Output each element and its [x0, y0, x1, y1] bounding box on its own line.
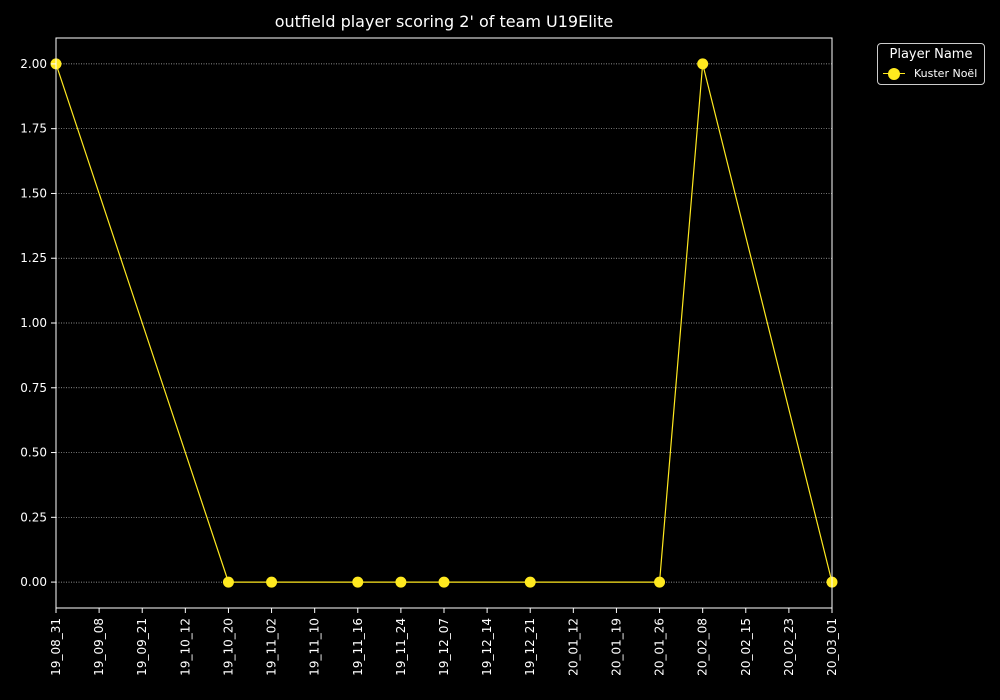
data-point: [524, 576, 536, 588]
x-tick-label: 19_11_10: [308, 618, 322, 676]
y-tick-label: 0.75: [20, 381, 47, 395]
y-tick-label: 1.00: [20, 316, 47, 330]
series-points: [50, 58, 838, 588]
y-tick-label: 0.50: [20, 446, 47, 460]
x-tick-label: 19_11_24: [394, 618, 408, 676]
x-tick-label: 19_12_14: [480, 618, 494, 676]
y-tick-label: 0.00: [20, 575, 47, 589]
data-point: [222, 576, 234, 588]
x-tick-label: 20_01_12: [566, 618, 580, 676]
legend-title: Player Name: [889, 47, 973, 62]
x-tick-label: 20_02_23: [782, 618, 796, 676]
x-tick-label: 20_02_15: [739, 618, 753, 676]
legend-entry: Kuster Noël: [880, 66, 982, 82]
y-tick-label: 1.75: [20, 122, 47, 136]
data-point: [438, 576, 450, 588]
x-tick-label: 19_12_07: [437, 618, 451, 676]
x-tick-label: 20_02_08: [696, 618, 710, 676]
chart-title: outfield player scoring 2' of team U19El…: [274, 12, 614, 31]
x-tick-label: 20_03_01: [825, 618, 839, 676]
y-tick-label: 2.00: [20, 57, 47, 71]
data-point: [697, 58, 709, 70]
legend-label: Kuster Noël: [914, 67, 978, 80]
data-point: [352, 576, 364, 588]
y-tick-label: 0.25: [20, 510, 47, 524]
x-tick-label: 19_10_20: [221, 618, 235, 676]
x-tick-label: 20_01_19: [609, 618, 623, 676]
y-tick-label: 1.50: [20, 186, 47, 200]
y-axis: 0.00 0.25 0.50 0.75 1.00 1.25 1.50 1.75 2.00: [20, 57, 56, 589]
x-tick-label: 19_10_12: [178, 618, 192, 676]
x-tick-label: 19_11_16: [351, 618, 365, 676]
x-tick-label: 20_01_26: [653, 618, 667, 676]
series-line: [55, 63, 833, 583]
x-tick-label: 19_11_02: [265, 618, 279, 676]
grid-lines: [56, 63, 832, 583]
legend: Player Name Kuster Noël: [877, 43, 985, 85]
data-point: [654, 576, 666, 588]
x-tick-label: 19_09_08: [92, 618, 106, 676]
x-tick-label: 19_12_21: [523, 618, 537, 676]
y-tick-label: 1.25: [20, 251, 47, 265]
data-point: [266, 576, 278, 588]
x-axis: 19_08_31 19_09_08 19_09_21 19_10_12 19_10_20…: [49, 608, 839, 676]
series-lines: [55, 63, 833, 583]
x-tick-label: 19_09_21: [135, 618, 149, 676]
data-point: [395, 576, 407, 588]
legend-marker-swatch: [888, 68, 900, 80]
x-tick-label: 19_08_31: [49, 618, 63, 676]
